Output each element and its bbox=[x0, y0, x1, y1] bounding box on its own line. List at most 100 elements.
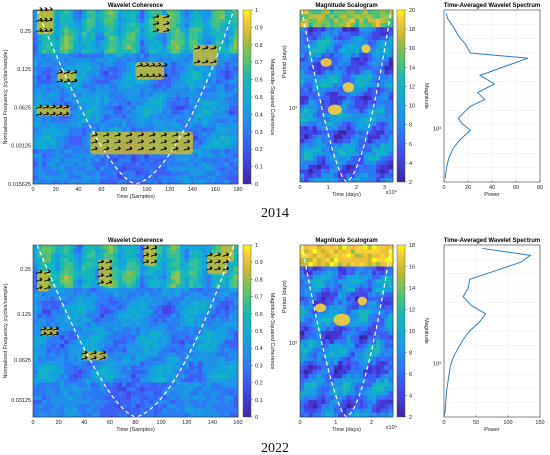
heat-cell bbox=[229, 157, 234, 163]
heat-cell bbox=[162, 62, 167, 67]
heat-cell bbox=[108, 382, 114, 388]
heat-cell bbox=[153, 44, 159, 50]
heat-cell bbox=[184, 339, 190, 345]
heat-cell bbox=[77, 31, 83, 37]
heat-cell bbox=[175, 305, 181, 310]
heat-cell bbox=[202, 18, 208, 24]
heat-cell bbox=[95, 127, 101, 133]
heat-cell bbox=[144, 118, 150, 124]
heat-cell bbox=[380, 48, 385, 54]
heat-cell bbox=[117, 97, 123, 102]
heat-cell bbox=[122, 23, 127, 28]
heat-cell bbox=[95, 97, 101, 102]
heat-cell bbox=[95, 292, 101, 297]
heat-cell bbox=[206, 127, 212, 133]
heat-cell bbox=[166, 62, 172, 67]
heat-cell bbox=[193, 18, 199, 24]
heat-cell bbox=[113, 292, 118, 297]
heat-cell bbox=[304, 108, 309, 114]
heat-cell bbox=[312, 91, 318, 97]
heat-cell bbox=[171, 348, 176, 353]
heat-cell bbox=[184, 378, 190, 383]
heat-cell bbox=[90, 123, 96, 128]
heat-cell bbox=[73, 175, 78, 180]
heat-cell bbox=[321, 169, 326, 174]
heat-cell bbox=[197, 339, 203, 345]
heat-cell bbox=[376, 87, 381, 92]
heat-cell bbox=[37, 88, 43, 93]
heat-cell bbox=[388, 169, 394, 174]
heat-cell bbox=[329, 53, 335, 58]
heat-cell bbox=[162, 10, 167, 15]
heat-cell bbox=[180, 157, 185, 163]
heat-cell bbox=[215, 399, 221, 405]
heat-cell bbox=[388, 44, 394, 49]
heat-cell bbox=[376, 104, 381, 110]
heat-cell bbox=[166, 57, 172, 63]
heat-cell bbox=[175, 66, 181, 72]
heat-cell bbox=[329, 83, 335, 88]
colorbar-tick-label: 20 bbox=[409, 8, 415, 14]
phase-arrow bbox=[152, 27, 160, 33]
heat-cell bbox=[388, 53, 394, 58]
heat-cell bbox=[202, 10, 208, 15]
heat-cell bbox=[342, 74, 347, 80]
heat-cell bbox=[55, 275, 61, 280]
heat-cell bbox=[215, 245, 221, 250]
heat-cell bbox=[166, 257, 172, 263]
heat-cell bbox=[367, 104, 373, 110]
heat-cell bbox=[77, 101, 83, 106]
heat-cell bbox=[126, 335, 132, 340]
heat-cell bbox=[193, 288, 199, 293]
heat-cell bbox=[99, 249, 105, 254]
heat-cell bbox=[206, 318, 212, 323]
heat-cell bbox=[162, 175, 167, 180]
heat-cell bbox=[180, 53, 185, 59]
heat-cell bbox=[308, 300, 313, 306]
heat-cell bbox=[233, 127, 239, 133]
heat-cell bbox=[188, 275, 194, 280]
heat-cell bbox=[304, 14, 309, 19]
heat-cell bbox=[175, 386, 181, 392]
heat-cell bbox=[68, 326, 74, 332]
heat-cell bbox=[171, 245, 176, 250]
colorbar-tick-label: 16 bbox=[409, 46, 415, 52]
heat-cell bbox=[220, 18, 225, 24]
heat-cell bbox=[229, 144, 234, 150]
phase-arrow bbox=[55, 111, 63, 116]
heat-cell bbox=[59, 378, 65, 383]
heat-cell bbox=[122, 123, 127, 128]
heat-cell bbox=[202, 144, 208, 150]
heat-cell bbox=[171, 79, 176, 85]
heat-cell bbox=[59, 27, 65, 33]
heat-cell bbox=[148, 36, 154, 41]
heat-cell bbox=[104, 356, 110, 362]
heat-cell bbox=[304, 74, 309, 80]
heat-cell bbox=[90, 249, 96, 254]
heat-cell bbox=[354, 139, 360, 144]
heat-cell bbox=[113, 391, 118, 396]
heat-cell bbox=[33, 343, 38, 349]
heat-cell bbox=[346, 22, 352, 28]
heat-cell bbox=[215, 404, 221, 409]
heat-cell bbox=[233, 395, 239, 401]
heat-cell bbox=[73, 369, 78, 375]
heat-cell bbox=[193, 395, 199, 401]
phase-arrow bbox=[206, 259, 213, 264]
heat-cell bbox=[211, 365, 217, 370]
heat-cell bbox=[233, 318, 239, 323]
heat-cell bbox=[175, 382, 181, 388]
heat-cell bbox=[148, 162, 154, 167]
heat-cell bbox=[108, 36, 114, 41]
heat-cell bbox=[175, 313, 181, 319]
heat-cell bbox=[37, 322, 43, 327]
heat-cell bbox=[308, 262, 313, 267]
heat-cell bbox=[188, 166, 194, 172]
heat-cell bbox=[333, 22, 339, 28]
coherence-y-tick-label: 0.0625 bbox=[14, 105, 31, 111]
heat-cell bbox=[229, 356, 234, 362]
heat-cell bbox=[90, 404, 96, 409]
heat-cell bbox=[113, 14, 118, 19]
heat-cell bbox=[59, 118, 65, 124]
heat-cell bbox=[211, 31, 217, 37]
